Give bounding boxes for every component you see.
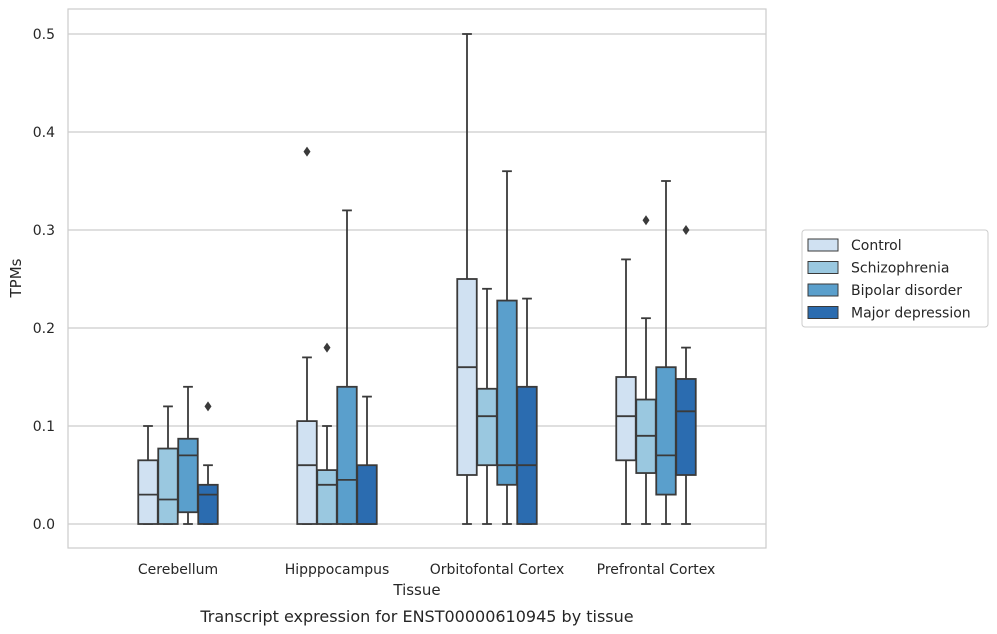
box-body [356,464,378,525]
box-schizophrenia [316,342,338,525]
box-body [177,437,199,514]
box-body [296,420,318,525]
box-body [675,378,697,476]
box-major-depression [356,395,378,525]
y-tick-labels: 0.0 0.1 0.2 0.3 0.4 0.5 [33,27,55,533]
x-tick-labels: Cerebellum Hipppocampus Orbitofontal Corte… [138,562,715,578]
box-body [157,447,179,525]
box-body [655,366,677,496]
outlier-point [682,225,690,235]
box-major-depression [516,297,538,525]
y-tick-label: 0.0 [33,517,55,533]
y-tick-label: 0.2 [33,321,55,337]
legend-label: Schizophrenia [851,261,949,277]
legend-frame [801,229,989,328]
x-tick-label: Hipppocampus [285,562,390,578]
legend-label: Bipolar disorder [851,283,962,299]
y-axis-label: TPMs [7,258,25,298]
box-bipolar-disorder [336,209,358,525]
box-body [615,376,637,462]
box-bipolar-disorder [177,385,199,525]
box-body [496,299,518,486]
plot-frame [67,8,767,549]
legend: Control Schizophrenia Bipolar disorder Majo… [801,229,989,328]
y-tick-label: 0.1 [33,419,55,435]
legend-swatch [807,306,839,319]
box-control [137,425,159,525]
legend-swatch [807,283,839,297]
x-axis-label: Tissue [392,581,440,599]
y-tick-label: 0.5 [33,27,55,43]
box-body [456,278,478,476]
box-body [336,385,358,525]
box-major-depression [197,401,219,525]
x-tick-label: Cerebellum [138,562,218,578]
box-series [137,33,697,525]
box-body [197,483,219,525]
legend-swatch [807,261,839,274]
outlier-point [323,342,331,353]
outlier-point [204,401,212,412]
legend-swatch [807,238,839,252]
box-schizophrenia [476,287,498,525]
x-tick-label: Prefrontal Cortex [597,562,716,578]
outlier-point [642,215,650,226]
legend-label: Major depression [851,306,971,322]
y-tick-label: 0.4 [33,125,55,141]
box-control [296,146,318,525]
box-body [137,459,159,525]
box-control [456,33,478,525]
box-schizophrenia [635,215,657,525]
x-tick-label: Orbitofontal Cortex [430,562,565,578]
box-body [476,387,498,467]
y-tick-label: 0.3 [33,223,55,239]
box-body [516,385,538,525]
legend-label: Control [851,238,902,254]
box-major-depression [675,225,697,525]
chart-caption: Transcript expression for ENST0000061094… [199,607,633,626]
box-body [316,469,338,525]
outlier-point [303,146,311,157]
